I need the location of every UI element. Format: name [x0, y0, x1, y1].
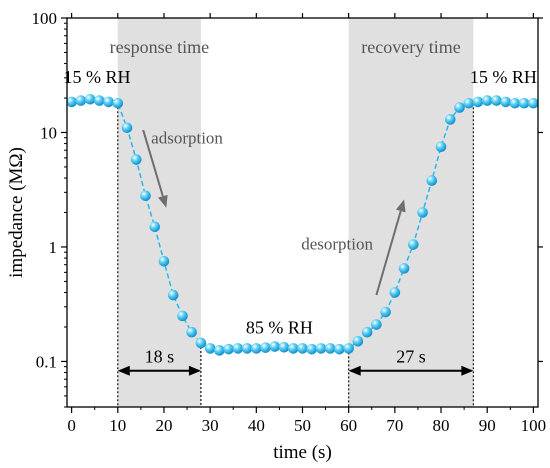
- data-point: [444, 114, 456, 125]
- data-point: [103, 96, 114, 108]
- x-tick-label: 80: [433, 416, 450, 435]
- data-point: [408, 239, 419, 250]
- annotation-label: 15 % RH: [470, 67, 537, 87]
- data-point: [306, 343, 318, 355]
- data-point: [121, 122, 133, 134]
- data-point: [491, 95, 502, 106]
- data-point: [158, 255, 170, 267]
- x-tick-label: 10: [109, 416, 126, 435]
- span-label: 27 s: [396, 347, 426, 367]
- data-point: [500, 96, 511, 108]
- shaded-region: [348, 18, 474, 407]
- data-point: [287, 343, 299, 354]
- series-line-path: [71, 98, 534, 352]
- x-tick-label: 40: [248, 416, 265, 435]
- data-point: [223, 343, 234, 355]
- data-point: [380, 306, 391, 318]
- y-axis: 0.1 1 10 100: [32, 9, 543, 408]
- direction-arrow-head: [395, 199, 406, 213]
- data-point: [195, 337, 207, 349]
- direction-arrow-line: [375, 210, 402, 296]
- data-point: [112, 97, 124, 109]
- data-point: [297, 343, 308, 354]
- x-tick-label: 90: [479, 416, 496, 435]
- data-point: [518, 97, 530, 109]
- data-point: [324, 343, 336, 354]
- data-point: [241, 343, 253, 354]
- direction-arrow-head: [158, 194, 168, 208]
- series-line: [71, 98, 534, 352]
- span-arrow-head-right: [461, 365, 474, 376]
- annotations: 15 % RH 85 % RH 15 % RH adsorption desorptio…: [64, 67, 537, 338]
- x-tick-label: 0: [67, 416, 76, 435]
- data-point: [315, 343, 327, 354]
- x-tick-label: 100: [521, 416, 547, 435]
- span-arrow-head-right: [188, 365, 201, 376]
- data-point: [204, 343, 216, 354]
- data-point: [269, 341, 281, 352]
- y-axis-label: impedance (MΩ): [6, 147, 27, 278]
- data-point: [352, 335, 364, 347]
- data-point: [149, 221, 161, 233]
- data-point: [417, 207, 428, 218]
- data-point: [278, 341, 290, 353]
- y-tick-label: 100: [32, 9, 58, 28]
- x-tick-label: 30: [202, 416, 219, 435]
- span-arrows: 18 s 27 s: [117, 347, 474, 376]
- shaded-region: [117, 18, 201, 407]
- direction-arrows: [142, 129, 406, 296]
- data-point: [481, 95, 493, 106]
- vertical-dotted-lines: [117, 103, 474, 407]
- span-arrow-head-left: [117, 365, 130, 376]
- data-point: [177, 310, 188, 322]
- data-point: [167, 289, 179, 301]
- x-tick-label: 50: [294, 416, 311, 435]
- x-tick-label: 20: [155, 416, 172, 435]
- data-point: [140, 190, 151, 202]
- data-point: [260, 342, 271, 353]
- data-point: [509, 97, 521, 109]
- data-points: [66, 93, 539, 356]
- data-point: [426, 175, 438, 186]
- data-point: [472, 96, 484, 108]
- x-axis: 0 10 20 30 40 50 60 70 80 90 100: [67, 13, 546, 435]
- y-tick-label: 10: [40, 123, 57, 142]
- x-tick-label: 70: [386, 416, 403, 435]
- data-point: [454, 102, 465, 113]
- span-label: 18 s: [145, 347, 175, 367]
- data-point: [361, 326, 373, 338]
- data-point: [186, 326, 197, 338]
- annotation-label: adsorption: [151, 129, 223, 148]
- y-tick-label: 0.1: [36, 352, 57, 371]
- data-point: [389, 287, 401, 298]
- data-point: [343, 343, 354, 354]
- shaded-regions: response time recovery time: [110, 18, 474, 407]
- data-point: [251, 343, 262, 354]
- data-point: [232, 343, 244, 354]
- data-point: [66, 96, 77, 108]
- data-point: [94, 95, 105, 106]
- shaded-region-label: recovery time: [361, 37, 460, 57]
- annotation-label: 15 % RH: [64, 67, 131, 87]
- data-point: [371, 319, 382, 330]
- span-arrow-head-left: [348, 365, 361, 376]
- data-point: [334, 343, 345, 355]
- data-point: [463, 97, 475, 109]
- data-point: [84, 93, 96, 105]
- annotation-label: 85 % RH: [246, 318, 313, 338]
- y-tick-label: 1: [49, 238, 58, 257]
- data-point: [528, 97, 539, 109]
- data-point: [214, 345, 225, 356]
- shaded-region-label: response time: [110, 37, 209, 57]
- data-point: [75, 95, 87, 106]
- data-point: [435, 141, 447, 153]
- x-tick-label: 60: [340, 416, 357, 435]
- direction-arrow-line: [142, 129, 164, 197]
- data-point: [130, 154, 142, 165]
- annotation-label: desorption: [301, 235, 373, 254]
- x-axis-label: time (s): [273, 442, 332, 463]
- data-point: [398, 263, 410, 274]
